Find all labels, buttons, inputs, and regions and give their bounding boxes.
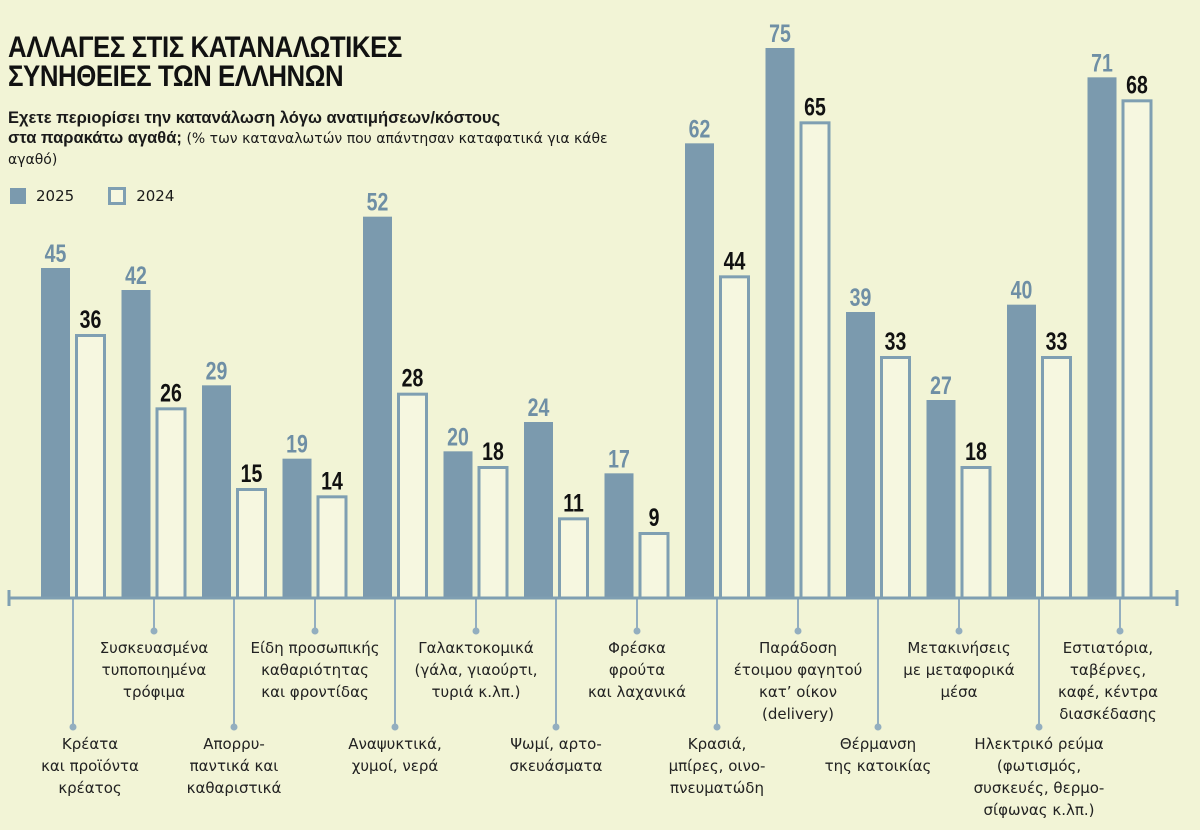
category-connector-dot <box>552 723 560 731</box>
category-label: Είδη προσωπικής καθαριότητας και φροντίδ… <box>250 639 380 701</box>
category-label: Ψωμί, αρτο- σκευάσματα <box>509 735 603 775</box>
bar-2025 <box>524 422 553 598</box>
bar-2024 <box>799 121 831 600</box>
value-label-2024: 9 <box>649 504 660 532</box>
value-label-2024: 44 <box>724 247 746 275</box>
value-label-2025: 45 <box>45 240 67 268</box>
category-label: Γαλακτοκομικά (γάλα, γιαούρτι, τυριά κ.λ… <box>414 639 538 701</box>
bar-2024 <box>638 532 670 600</box>
category-connector-dot <box>633 627 641 635</box>
value-label-2025: 17 <box>608 445 630 473</box>
subtitle-question-line-2: στα παρακάτω αγαθά; <box>8 129 182 147</box>
legend-label-2025: 2025 <box>36 187 75 205</box>
value-label-2024: 33 <box>885 328 907 356</box>
bar-2025 <box>1087 77 1117 599</box>
category-connector-dot <box>1116 627 1124 635</box>
category-connector-dot <box>1035 723 1043 731</box>
legend-swatch-2025 <box>10 188 26 204</box>
bar-2025 <box>926 400 956 598</box>
bar-2025 <box>363 216 392 598</box>
category-connector-dot <box>955 627 963 635</box>
chart-title: ΑΛΛΑΓΕΣ ΣΤΙΣ ΚΑΤΑΝΑΛΩΤΙΚΕΣ ΣΥΝΗΘΕΙΕΣ ΤΩΝ… <box>8 31 402 93</box>
value-label-2024: 65 <box>804 93 826 121</box>
legend-label-2024: 2024 <box>136 187 175 205</box>
value-label-2024: 18 <box>965 438 987 466</box>
category-connector-dot <box>391 723 399 731</box>
value-label-2025: 20 <box>447 423 469 451</box>
bar-2024 <box>75 334 106 600</box>
category-label: Απορρυ- παντικά και καθαριστικά <box>186 735 282 797</box>
category-label: Θέρμανση της κατοικίας <box>824 735 932 775</box>
bar-2025 <box>765 48 795 598</box>
value-label-2025: 27 <box>930 372 952 400</box>
value-label-2025: 62 <box>689 115 711 143</box>
value-label-2025: 39 <box>850 284 872 312</box>
value-label-2024: 33 <box>1046 328 1068 356</box>
category-label: Κρέατα και προϊόντα κρέατος <box>41 735 139 797</box>
category-connector-dot <box>794 627 802 635</box>
category-connector-dot <box>874 723 882 731</box>
bar-2025 <box>1007 304 1036 598</box>
bar-2025 <box>121 290 151 598</box>
legend: 2025 2024 <box>10 187 208 205</box>
bar-2025 <box>846 312 875 598</box>
bar-2024 <box>1121 99 1153 600</box>
subtitle-question-line-1: Εχετε περιορίσει την κατανάλωση λόγω ανα… <box>8 109 501 127</box>
bar-2025 <box>443 451 473 598</box>
bar-2024 <box>155 407 187 600</box>
bar-2024 <box>1041 356 1072 600</box>
value-label-2024: 11 <box>563 489 584 517</box>
category-label: Αναψυκτικά, χυμοί, νερά <box>348 735 442 775</box>
bar-2024 <box>316 495 348 600</box>
value-label-2025: 71 <box>1091 49 1113 77</box>
bar-2024 <box>719 275 750 600</box>
value-label-2024: 15 <box>241 460 263 488</box>
category-label: Συσκευασμένα τυποποιημένα τρόφιμα <box>99 639 209 701</box>
category-connector-dot <box>150 627 158 635</box>
category-connector-dot <box>230 723 238 731</box>
value-label-2024: 18 <box>482 438 504 466</box>
bar-2024 <box>477 466 509 600</box>
bar-2025 <box>685 143 714 599</box>
bar-2025 <box>604 473 634 598</box>
value-label-2024: 68 <box>1126 71 1148 99</box>
legend-swatch-2024 <box>108 187 127 205</box>
value-label-2024: 36 <box>80 306 102 334</box>
subtitle-note: (% των καταναλωτών που απάντησαν καταφατ… <box>8 131 608 168</box>
value-label-2025: 42 <box>125 262 147 290</box>
value-label-2024: 14 <box>321 467 343 495</box>
value-label-2025: 29 <box>206 357 228 385</box>
category-label: Παράδοση έτοιμου φαγητού κατ’ οίκον (del… <box>733 639 863 723</box>
bar-2024 <box>880 356 911 600</box>
title-line-2: ΣΥΝΗΘΕΙΕΣ ΤΩΝ ΕΛΛΗΝΩΝ <box>8 60 344 93</box>
category-label: Εστιατόρια, ταβέρνες, καφέ, κέντρα διασκ… <box>1057 639 1159 723</box>
value-label-2024: 26 <box>160 379 182 407</box>
value-label-2025: 19 <box>286 430 308 458</box>
bar-2025 <box>282 458 312 598</box>
category-label: Ηλεκτρικό ρεύμα (φωτισμός, συσκευές, θερ… <box>973 735 1105 819</box>
bar-2025 <box>41 268 70 598</box>
bar-2024 <box>960 466 992 600</box>
category-connector-dot <box>311 627 319 635</box>
value-label-2024: 28 <box>402 364 424 392</box>
category-connector-dot <box>472 627 480 635</box>
chart-subtitle: Εχετε περιορίσει την κατανάλωση λόγω ανα… <box>8 108 608 170</box>
category-label: Φρέσκα φρούτα και λαχανικά <box>587 639 687 701</box>
title-line-1: ΑΛΛΑΓΕΣ ΣΤΙΣ ΚΑΤΑΝΑΛΩΤΙΚΕΣ <box>8 31 402 64</box>
value-label-2025: 75 <box>769 20 791 48</box>
bar-2024 <box>397 392 428 600</box>
bar-2025 <box>202 385 231 598</box>
bar-2024 <box>236 488 267 600</box>
value-label-2025: 24 <box>528 394 550 422</box>
category-connector-dot <box>69 723 77 731</box>
value-label-2025: 52 <box>367 188 389 216</box>
value-label-2025: 40 <box>1011 276 1033 304</box>
category-label: Μετακινήσεις με μεταφορικά μέσα <box>903 639 1015 701</box>
category-label: Κρασιά, μπίρες, οινο- πνευματώδη <box>668 735 766 797</box>
category-connector-dot <box>713 723 721 731</box>
bar-2024 <box>558 517 589 600</box>
